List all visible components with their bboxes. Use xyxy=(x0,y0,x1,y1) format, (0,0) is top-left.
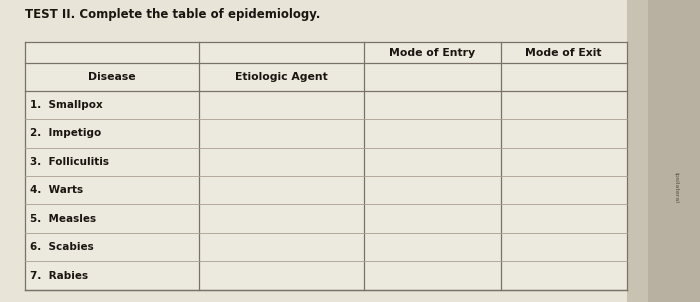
Bar xyxy=(25,42,626,290)
Text: 2.  Impetigo: 2. Impetigo xyxy=(30,128,101,138)
Text: Mode of Exit: Mode of Exit xyxy=(525,48,602,58)
Text: Etiologic Agent: Etiologic Agent xyxy=(235,72,328,82)
Text: 7.  Rabies: 7. Rabies xyxy=(30,271,88,281)
Text: TEST II. Complete the table of epidemiology.: TEST II. Complete the table of epidemiol… xyxy=(25,8,320,21)
Text: Mode of Entry: Mode of Entry xyxy=(389,48,475,58)
Text: Disease: Disease xyxy=(88,72,136,82)
Bar xyxy=(626,0,700,302)
Text: 4.  Warts: 4. Warts xyxy=(30,185,83,195)
Text: 1.  Smallpox: 1. Smallpox xyxy=(30,100,103,110)
Bar xyxy=(648,0,700,302)
Text: 5.  Measles: 5. Measles xyxy=(30,214,96,224)
Text: 3.  Folliculitis: 3. Folliculitis xyxy=(30,157,109,167)
Text: ipsilateral: ipsilateral xyxy=(673,172,678,203)
Bar xyxy=(0,0,626,302)
Text: 6.  Scabies: 6. Scabies xyxy=(30,242,94,252)
